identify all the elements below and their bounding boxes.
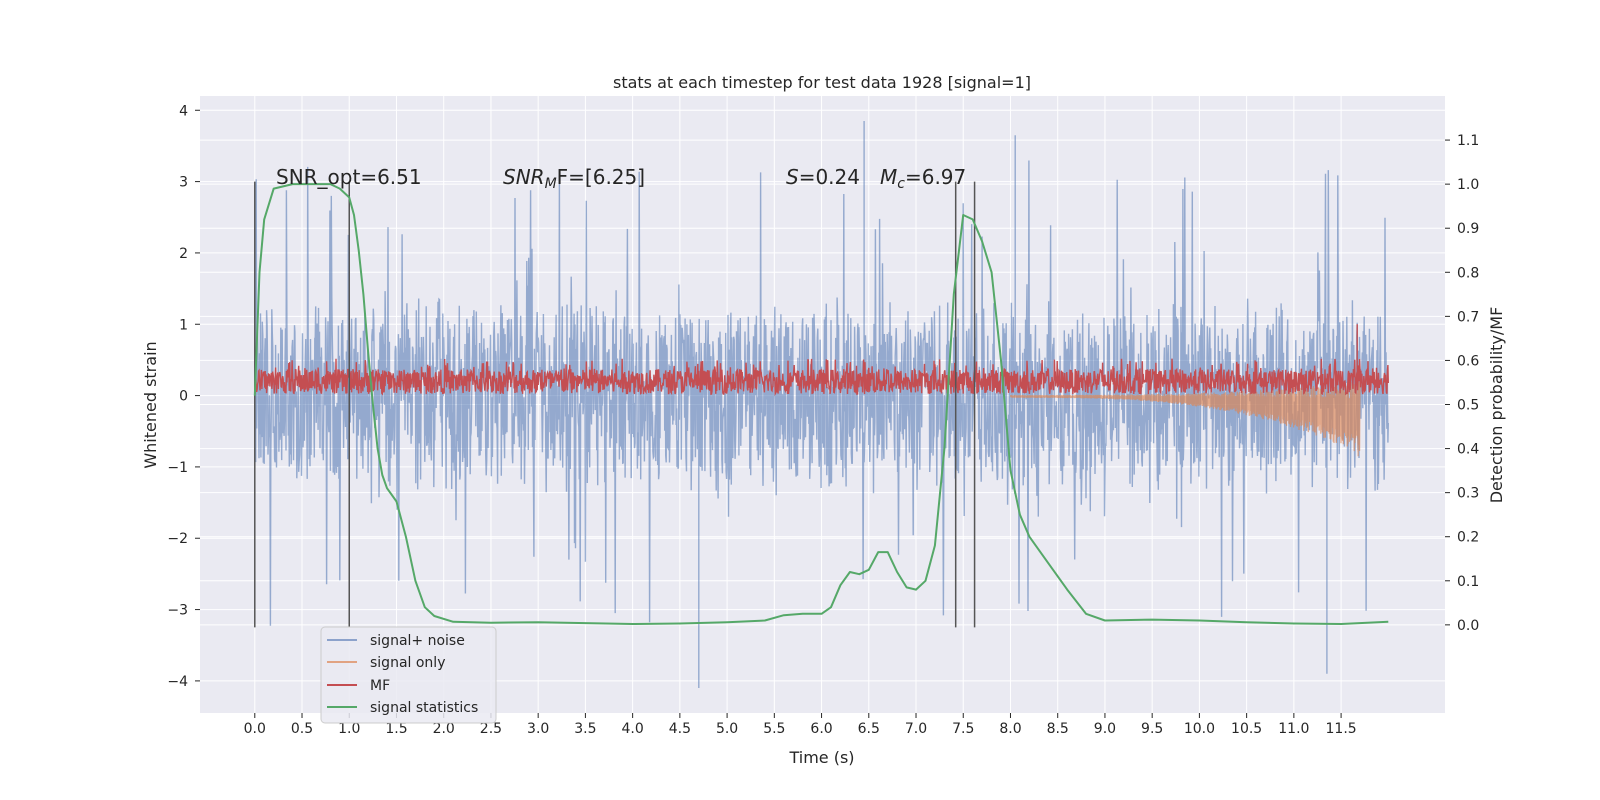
x-tick-label: 9.0 [1094,721,1116,737]
y2-axis-label: Detection probability/MF [1487,307,1506,504]
x-tick-label: 0.0 [244,721,266,737]
y2-tick-label: 0.4 [1457,442,1479,458]
x-tick-label: 4.5 [669,721,691,737]
y-tick-label: 2 [179,246,188,262]
y2-tick-label: 0.8 [1457,265,1479,281]
y2-tick-label: 0.0 [1457,618,1479,634]
y-tick-label: 3 [179,175,188,191]
annotation-snr-opt: SNR_opt=6.51 [276,165,422,189]
y2-tick-label: 0.6 [1457,353,1479,369]
x-tick-label: 0.5 [291,721,313,737]
annotation-s: S=0.24 [786,165,860,189]
legend-box [320,626,497,724]
y2-tick-label: 1.0 [1457,177,1479,193]
x-tick-label: 10.0 [1184,721,1215,737]
x-tick-label: 11.0 [1278,721,1309,737]
legend-label-signal-noise: signal+ noise [370,633,465,649]
x-tick-label: 3.5 [574,721,596,737]
y-tick-label: −4 [167,674,188,690]
y-tick-label: 4 [179,103,188,119]
x-tick-label: 6.5 [858,721,880,737]
x-tick-label: 9.5 [1141,721,1163,737]
series-mf [254,324,1389,397]
y-tick-label: 0 [179,389,188,405]
y-tick-label: −2 [167,531,188,547]
y2-tick-label: 0.5 [1457,398,1479,414]
x-axis-label: Time (s) [788,748,854,767]
x-tick-label: 7.0 [905,721,927,737]
annotation-snr-mf: SNRMF=[6.25] [503,165,645,192]
x-tick-label: 3.0 [527,721,549,737]
signal-noise-trace [254,121,1389,688]
y-tick-label: −1 [167,460,188,476]
chart-title: stats at each timestep for test data 192… [613,73,1031,92]
x-tick-label: 4.0 [621,721,643,737]
x-tick-label: 7.5 [952,721,974,737]
y-axis-label: Whitened strain [141,341,160,468]
x-tick-label: 11.5 [1326,721,1357,737]
x-tick-label: 6.0 [810,721,832,737]
legend-label-signal-statistics: signal statistics [370,700,478,716]
x-tick-label: 1.5 [385,721,407,737]
y-tick-label: −3 [167,603,188,619]
legend-label-mf: MF [370,678,390,694]
y2-tick-label: 0.7 [1457,309,1479,325]
y2-axis-ticks: 0.0 0.1 0.2 0.3 0.4 0.5 0.6 0.7 0.8 0.9 1.0 1.1 [1445,133,1479,634]
series-signal-noise [254,121,1389,688]
y2-tick-label: 0.1 [1457,574,1479,590]
mf-trace [254,324,1389,397]
x-tick-label: 10.5 [1231,721,1262,737]
y2-tick-label: 0.9 [1457,221,1479,237]
y-axis-ticks: −4 −3 −2 −1 0 1 2 3 4 [167,103,200,690]
annotation-mc: Mc=6.97 [880,165,966,192]
legend: signal+ noise signal only MF signal stat… [320,626,497,724]
x-tick-label: 8.5 [1047,721,1069,737]
x-tick-label: 2.0 [433,721,455,737]
x-tick-label: 8.0 [999,721,1021,737]
x-tick-label: 2.5 [480,721,502,737]
signal-statistics-line [253,183,1389,625]
y-tick-label: 1 [179,317,188,333]
legend-label-signal-only: signal only [370,655,445,671]
x-tick-label: 5.0 [716,721,738,737]
vertical-markers [254,181,976,628]
x-tick-label: 1.0 [338,721,360,737]
y2-tick-label: 0.3 [1457,486,1479,502]
x-axis-ticks: 0.0 0.5 1.0 1.5 2.0 2.5 3.0 3.5 4.0 4.5 5.0 5.5 6.0 6… [244,713,1357,737]
y2-tick-label: 1.1 [1457,133,1479,149]
series-signal-statistics [253,183,1389,625]
y2-tick-label: 0.2 [1457,530,1479,546]
x-tick-label: 5.5 [763,721,785,737]
